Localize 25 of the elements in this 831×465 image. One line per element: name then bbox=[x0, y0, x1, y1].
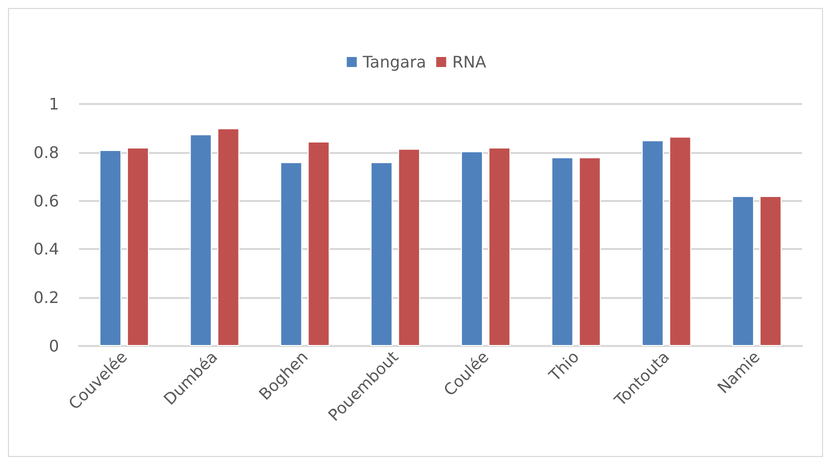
bar bbox=[642, 140, 664, 346]
bar bbox=[217, 128, 240, 346]
bar bbox=[398, 148, 420, 346]
bar bbox=[551, 157, 574, 346]
bar bbox=[460, 151, 483, 346]
y-tick-label: 0.8 bbox=[34, 142, 59, 162]
y-tick-label: 1 bbox=[48, 94, 59, 114]
bar bbox=[669, 136, 692, 346]
y-tick-label: 0 bbox=[48, 336, 59, 356]
bar bbox=[760, 196, 782, 346]
bar bbox=[280, 162, 302, 346]
bar bbox=[370, 162, 393, 346]
legend-label: Tangara bbox=[362, 52, 426, 72]
bar bbox=[308, 142, 330, 346]
bar bbox=[99, 150, 122, 346]
y-tick-label: 0.4 bbox=[34, 240, 59, 259]
bar bbox=[732, 196, 754, 346]
bar bbox=[488, 148, 510, 346]
bar bbox=[578, 157, 601, 346]
y-tick-label: 0.6 bbox=[34, 191, 59, 210]
x-tick-label: Thio bbox=[544, 347, 583, 386]
bar bbox=[126, 148, 149, 346]
legend-label: RNA bbox=[452, 52, 486, 72]
y-tick-label: 0.2 bbox=[34, 288, 59, 308]
bar bbox=[190, 134, 212, 346]
